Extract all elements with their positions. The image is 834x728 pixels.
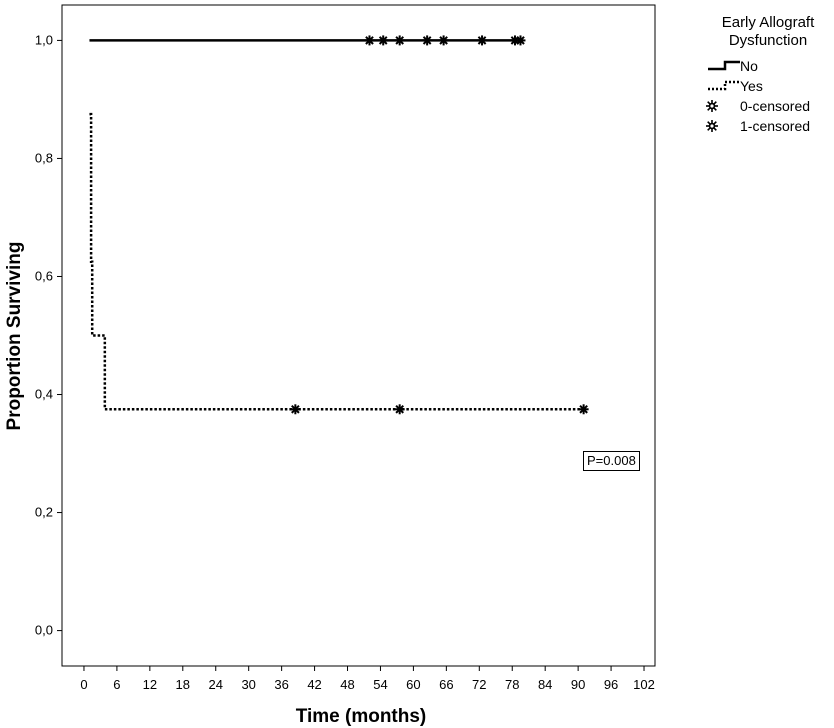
x-tick-label: 66 — [439, 677, 453, 692]
legend-label-no: No — [740, 58, 758, 74]
x-axis-ticks: 0 6 12 18 24 30 36 42 48 54 60 66 72 78 84 90 96 102 — [80, 666, 655, 692]
y-tick-label: 0,0 — [35, 623, 53, 638]
legend-title: Early Allograft Dysfunction — [704, 14, 832, 50]
y-tick-label: 0,8 — [35, 150, 53, 165]
legend-item-no: No — [704, 56, 832, 76]
x-tick-label: 6 — [113, 677, 120, 692]
y-tick-label: 0,2 — [35, 505, 53, 520]
series-yes — [89, 112, 589, 415]
x-tick-label: 48 — [340, 677, 354, 692]
solid-step-icon — [708, 60, 740, 71]
x-tick-label: 102 — [633, 677, 655, 692]
plot-frame — [61, 4, 656, 667]
series-layer — [89, 35, 589, 415]
x-tick-label: 42 — [307, 677, 321, 692]
censor-mark — [290, 404, 301, 415]
x-tick-label: 96 — [604, 677, 618, 692]
x-tick-label: 18 — [176, 677, 190, 692]
censor-mark — [515, 35, 526, 46]
series-line-yes — [89, 112, 584, 411]
legend: Early Allograft Dysfunction No Yes 0-cen… — [704, 14, 832, 136]
x-tick-label: 12 — [143, 677, 157, 692]
censor-star-icon — [706, 120, 718, 132]
legend-item-1-censored: 1-censored — [704, 116, 832, 136]
y-tick-label: 1,0 — [35, 32, 53, 47]
x-tick-label: 36 — [274, 677, 288, 692]
x-tick-label: 90 — [571, 677, 585, 692]
x-tick-label: 30 — [241, 677, 255, 692]
censor-mark — [438, 35, 449, 46]
censor-mark — [378, 35, 389, 46]
x-axis-title: Time (months) — [296, 706, 427, 727]
x-tick-label: 78 — [505, 677, 519, 692]
censor-mark — [364, 35, 375, 46]
dotted-step-icon — [708, 80, 740, 91]
legend-label-yes: Yes — [740, 78, 763, 94]
y-tick-label: 0,6 — [35, 268, 53, 283]
x-tick-label: 0 — [80, 677, 87, 692]
series-no — [89, 35, 526, 46]
x-tick-label: 54 — [373, 677, 387, 692]
censor-mark — [394, 404, 405, 415]
legend-label-0-censored: 0-censored — [740, 98, 811, 114]
y-axis-title: Proportion Surviving — [4, 242, 25, 431]
censor-mark — [578, 404, 589, 415]
censor-mark — [477, 35, 488, 46]
y-axis-ticks: 0,0 0,2 0,4 0,6 0,8 1,0 — [35, 32, 62, 638]
legend-item-0-censored: 0-censored — [704, 96, 832, 116]
x-tick-label: 24 — [209, 677, 223, 692]
censor-mark — [422, 35, 433, 46]
x-tick-label: 72 — [472, 677, 486, 692]
x-tick-label: 84 — [538, 677, 552, 692]
legend-item-yes: Yes — [704, 76, 832, 96]
legend-title-line2: Dysfunction — [728, 32, 808, 49]
censor-mark — [394, 35, 405, 46]
x-tick-label: 60 — [406, 677, 420, 692]
p-value-box: P=0.008 — [583, 451, 640, 471]
legend-label-1-censored: 1-censored — [740, 118, 811, 134]
y-tick-label: 0,4 — [35, 387, 53, 402]
legend-title-line1: Early Allograft — [721, 14, 815, 31]
censor-star-icon — [706, 100, 718, 112]
